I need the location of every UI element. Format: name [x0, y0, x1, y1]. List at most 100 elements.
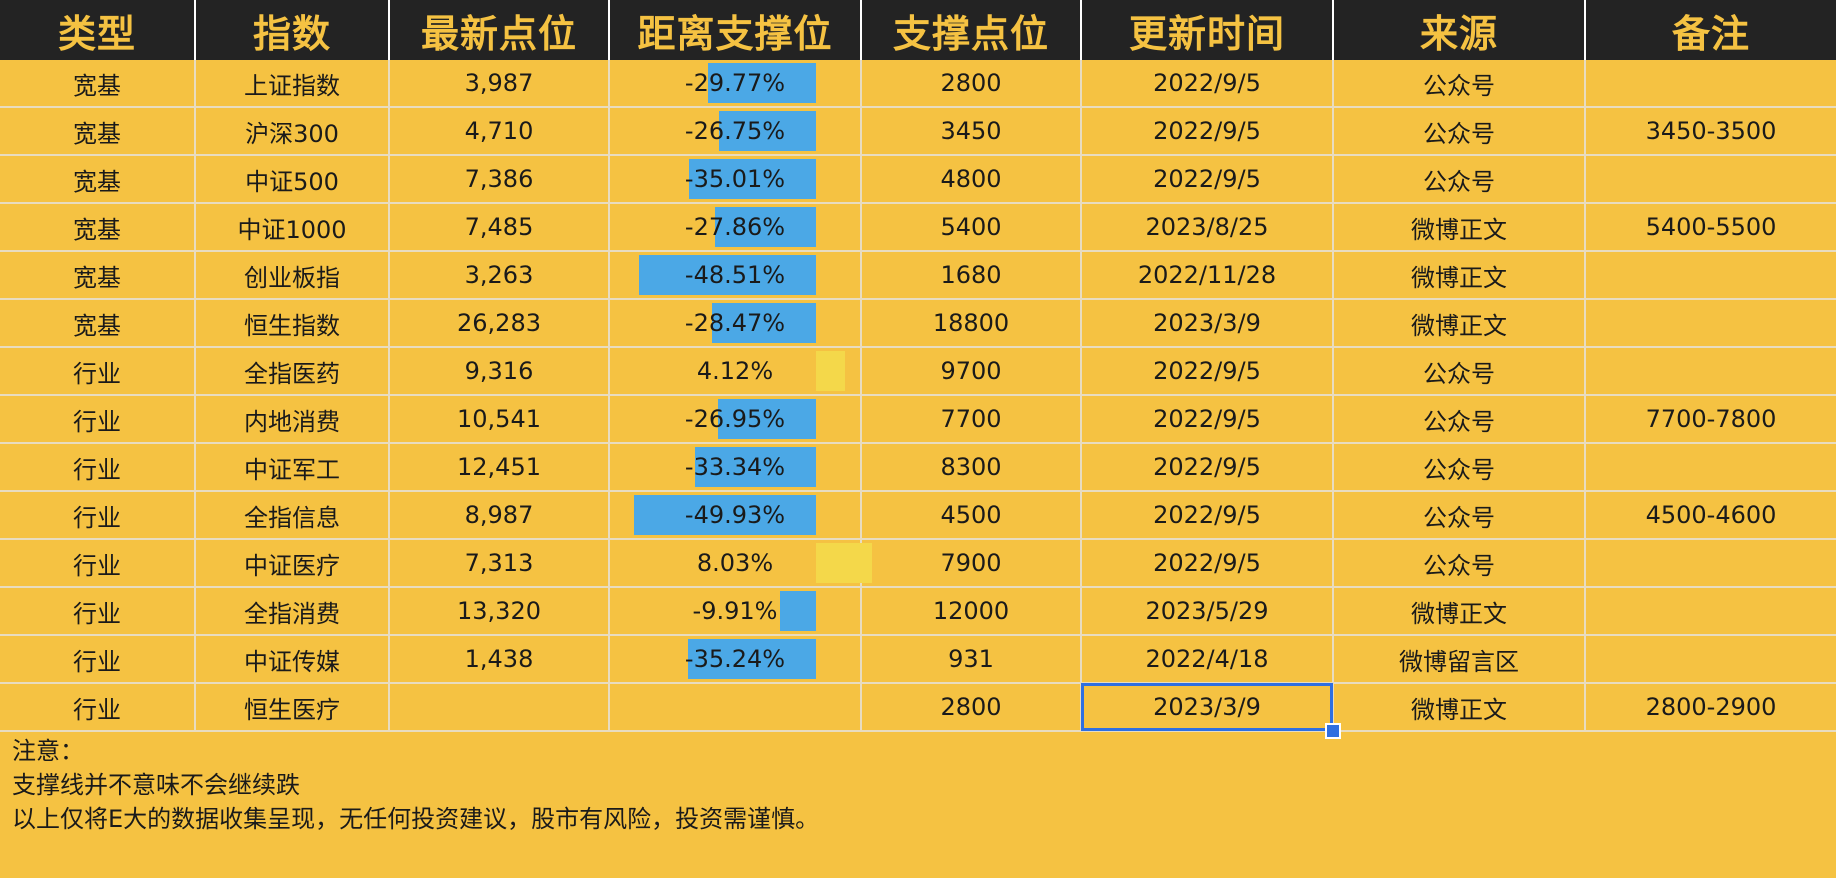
cell-index[interactable]: 全指消费	[194, 587, 390, 636]
cell-support[interactable]: 7900	[860, 539, 1082, 588]
cell-support[interactable]: 7700	[860, 395, 1082, 444]
cell-note[interactable]	[1584, 539, 1836, 588]
cell-index[interactable]: 恒生指数	[194, 299, 390, 348]
cell-date[interactable]: 2022/9/5	[1080, 491, 1334, 540]
cell-latest[interactable]: 3,263	[388, 251, 610, 300]
cell-latest[interactable]: 1,438	[388, 635, 610, 684]
cell-date[interactable]: 2022/9/5	[1080, 60, 1334, 108]
header-support[interactable]: 支撑点位	[861, 0, 1082, 60]
cell-support[interactable]: 18800	[860, 299, 1082, 348]
cell-source[interactable]: 公众号	[1332, 347, 1586, 396]
cell-type[interactable]: 宽基	[0, 251, 196, 300]
cell-note[interactable]: 4500-4600	[1584, 491, 1836, 540]
cell-latest[interactable]: 7,313	[388, 539, 610, 588]
cell-source[interactable]: 公众号	[1332, 539, 1586, 588]
cell-date[interactable]: 2023/5/29	[1080, 587, 1334, 636]
cell-date[interactable]: 2022/9/5	[1080, 395, 1334, 444]
header-note[interactable]: 备注	[1585, 0, 1836, 60]
cell-note[interactable]: 5400-5500	[1584, 203, 1836, 252]
cell-note[interactable]	[1584, 155, 1836, 204]
cell-latest[interactable]: 3,987	[388, 60, 610, 108]
cell-index[interactable]: 创业板指	[194, 251, 390, 300]
cell-latest[interactable]: 4,710	[388, 107, 610, 156]
notes[interactable]: 注意： 支撑线并不意味不会继续跌 以上仅将E大的数据收集呈现，无任何投资建议，股…	[12, 734, 819, 836]
cell-date-selected[interactable]: 2023/3/9	[1080, 683, 1341, 739]
cell-type[interactable]: 行业	[0, 587, 196, 636]
cell-support[interactable]: 4500	[860, 491, 1082, 540]
header-latest[interactable]: 最新点位	[389, 0, 610, 60]
header-type[interactable]: 类型	[0, 0, 196, 60]
cell-support[interactable]: 8300	[860, 443, 1082, 492]
cell-distance[interactable]: -49.93%	[608, 491, 862, 540]
cell-note[interactable]	[1584, 347, 1836, 396]
cell-latest[interactable]: 13,320	[388, 587, 610, 636]
cell-source[interactable]: 微博留言区	[1332, 635, 1586, 684]
cell-distance[interactable]: -28.47%	[608, 299, 862, 348]
cell-support[interactable]: 5400	[860, 203, 1082, 252]
cell-note[interactable]: 7700-7800	[1584, 395, 1836, 444]
cell-distance[interactable]: 8.03%	[608, 539, 873, 588]
cell-note[interactable]	[1584, 635, 1836, 684]
cell-support[interactable]: 12000	[860, 587, 1082, 636]
cell-note[interactable]	[1584, 60, 1836, 108]
cell-date[interactable]: 2022/11/28	[1080, 251, 1334, 300]
cell-type[interactable]: 宽基	[0, 60, 196, 108]
cell-distance[interactable]: -48.51%	[608, 251, 862, 300]
cell-date[interactable]: 2022/9/5	[1080, 347, 1334, 396]
cell-index[interactable]: 恒生医疗	[194, 683, 390, 732]
cell-support[interactable]: 2800	[860, 60, 1082, 108]
cell-support[interactable]: 2800	[860, 683, 1082, 732]
cell-distance[interactable]: 4.12%	[608, 347, 862, 396]
cell-support[interactable]: 1680	[860, 251, 1082, 300]
cell-source[interactable]: 公众号	[1332, 60, 1586, 108]
cell-distance[interactable]: -26.95%	[608, 395, 862, 444]
cell-note[interactable]: 3450-3500	[1584, 107, 1836, 156]
cell-source[interactable]: 公众号	[1332, 443, 1586, 492]
cell-distance[interactable]	[608, 683, 862, 732]
cell-date[interactable]: 2022/9/5	[1080, 539, 1334, 588]
cell-distance[interactable]: -26.75%	[608, 107, 862, 156]
cell-source[interactable]: 公众号	[1332, 491, 1586, 540]
cell-distance[interactable]: -35.24%	[608, 635, 862, 684]
cell-support[interactable]: 4800	[860, 155, 1082, 204]
cell-type[interactable]: 行业	[0, 395, 196, 444]
cell-source[interactable]: 公众号	[1332, 107, 1586, 156]
cell-latest[interactable]: 10,541	[388, 395, 610, 444]
cell-latest[interactable]: 8,987	[388, 491, 610, 540]
cell-latest[interactable]: 9,316	[388, 347, 610, 396]
cell-distance[interactable]: -29.77%	[608, 60, 862, 108]
cell-date[interactable]: 2023/8/25	[1080, 203, 1334, 252]
cell-support[interactable]: 9700	[860, 347, 1082, 396]
cell-source[interactable]: 微博正文	[1332, 299, 1586, 348]
cell-source[interactable]: 公众号	[1332, 155, 1586, 204]
cell-distance[interactable]: -35.01%	[608, 155, 862, 204]
header-index[interactable]: 指数	[195, 0, 390, 60]
cell-note[interactable]	[1584, 251, 1836, 300]
cell-index[interactable]: 中证1000	[194, 203, 390, 252]
cell-type[interactable]: 行业	[0, 539, 196, 588]
cell-source[interactable]: 微博正文	[1332, 587, 1586, 636]
cell-index[interactable]: 全指信息	[194, 491, 390, 540]
cell-latest[interactable]	[388, 683, 610, 732]
cell-date[interactable]: 2022/4/18	[1080, 635, 1334, 684]
cell-support[interactable]: 931	[860, 635, 1082, 684]
cell-note[interactable]	[1584, 443, 1836, 492]
header-distance[interactable]: 距离支撑位	[609, 0, 862, 60]
cell-index[interactable]: 中证医疗	[194, 539, 390, 588]
cell-type[interactable]: 行业	[0, 635, 196, 684]
cell-type[interactable]: 行业	[0, 491, 196, 540]
cell-source[interactable]: 微博正文	[1332, 683, 1586, 732]
header-date[interactable]: 更新时间	[1081, 0, 1334, 60]
cell-type[interactable]: 宽基	[0, 107, 196, 156]
cell-type[interactable]: 行业	[0, 683, 196, 732]
cell-distance[interactable]: -33.34%	[608, 443, 862, 492]
cell-type[interactable]: 行业	[0, 443, 196, 492]
cell-latest[interactable]: 26,283	[388, 299, 610, 348]
cell-index[interactable]: 中证500	[194, 155, 390, 204]
cell-type[interactable]: 宽基	[0, 299, 196, 348]
header-source[interactable]: 来源	[1333, 0, 1586, 60]
cell-note[interactable]	[1584, 587, 1836, 636]
cell-index[interactable]: 中证军工	[194, 443, 390, 492]
cell-date[interactable]: 2022/9/5	[1080, 443, 1334, 492]
cell-distance[interactable]: -27.86%	[608, 203, 862, 252]
